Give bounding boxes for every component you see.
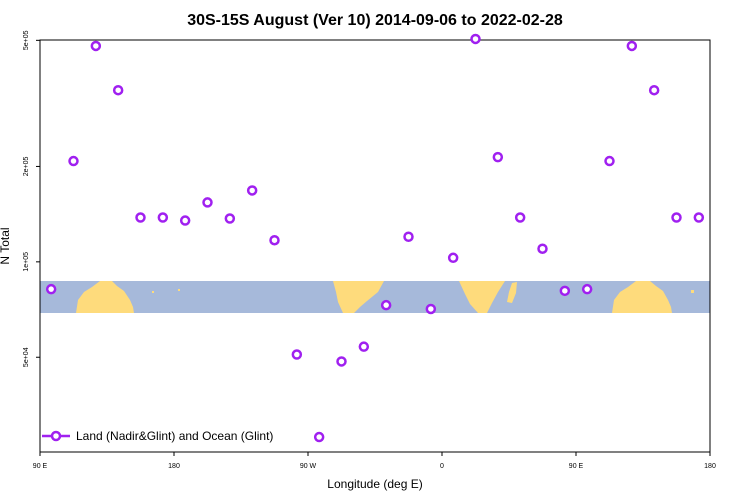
data-point: [537, 243, 548, 254]
data-point: [179, 215, 191, 226]
data-point: [648, 84, 660, 96]
data-point: [358, 341, 370, 352]
land-madagascar: [507, 282, 517, 303]
y-axis: 5e+04 1e+05 2e+05 5e+05: [23, 30, 40, 367]
land-island: [178, 289, 180, 291]
x-tick-label: 0: [440, 463, 444, 470]
data-point: [90, 40, 102, 52]
data-point: [224, 213, 236, 224]
data-point: [671, 212, 682, 223]
data-point: [380, 299, 392, 311]
data-point: [45, 283, 57, 295]
legend: Land (Nadir&Glint) and Ocean (Glint): [42, 429, 273, 443]
x-tick-label: 180: [704, 463, 716, 470]
data-point: [313, 431, 325, 443]
y-tick-label: 2e+05: [23, 157, 30, 177]
data-point: [514, 212, 526, 223]
data-point: [693, 212, 705, 223]
data-point: [112, 84, 124, 96]
data-point: [68, 155, 79, 167]
y-tick-label: 5e+04: [23, 347, 30, 367]
data-point: [291, 349, 303, 360]
y-tick-label: 5e+05: [23, 30, 30, 50]
data-point: [157, 212, 169, 223]
data-point: [246, 185, 258, 196]
x-tick-label: 90 E: [33, 463, 48, 470]
data-point: [581, 283, 593, 295]
data-point: [336, 356, 347, 367]
land-south-america: [333, 281, 384, 313]
x-tick-label: 90 E: [569, 463, 584, 470]
land-island: [691, 290, 694, 293]
x-axis: 90 E 180 90 W 0 90 E 180: [33, 452, 716, 470]
legend-marker: [50, 430, 62, 442]
land-island: [152, 291, 154, 293]
land-australia-2: [612, 281, 672, 313]
data-point: [604, 155, 615, 167]
data-point: [403, 231, 414, 243]
data-point: [626, 40, 638, 52]
data-point: [135, 212, 146, 223]
legend-label: Land (Nadir&Glint) and Ocean (Glint): [76, 429, 273, 443]
data-point: [425, 303, 437, 315]
data-point: [559, 285, 571, 297]
x-tick-label: 180: [168, 463, 180, 470]
data-point: [447, 252, 459, 264]
data-point: [470, 33, 481, 45]
x-tick-label: 90 W: [300, 463, 317, 470]
plot-frame: [39, 39, 711, 453]
map-band: [40, 281, 710, 313]
chart-title: 30S-15S August (Ver 10) 2014-09-06 to 20…: [187, 12, 563, 29]
y-axis-label: N Total: [0, 227, 12, 264]
data-points: [45, 33, 705, 443]
land-africa: [459, 281, 505, 313]
y-tick-label: 1e+05: [23, 252, 30, 272]
data-point: [492, 151, 504, 163]
data-point: [202, 197, 213, 208]
land-australia: [76, 281, 134, 313]
x-axis-label: Longitude (deg E): [327, 477, 422, 491]
data-point: [269, 234, 280, 246]
